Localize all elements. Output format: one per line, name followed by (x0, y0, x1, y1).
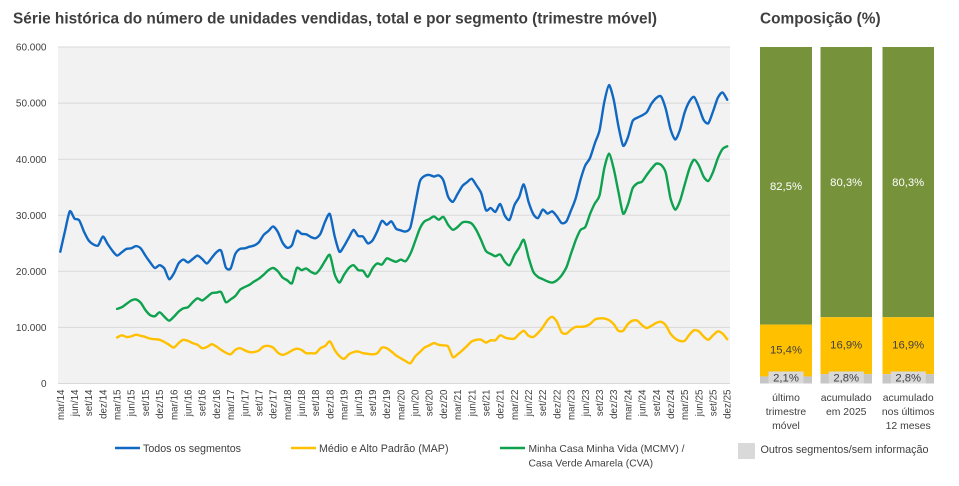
svg-text:60.000: 60.000 (16, 43, 47, 54)
svg-text:set/24: set/24 (652, 389, 663, 416)
svg-text:Todos os segmentos: Todos os segmentos (143, 443, 241, 455)
svg-text:mar/18: mar/18 (283, 389, 294, 420)
svg-text:dez/23: dez/23 (609, 389, 620, 419)
svg-text:mar/17: mar/17 (226, 390, 237, 421)
svg-text:acumulado: acumulado (883, 393, 934, 404)
svg-text:0: 0 (41, 379, 47, 390)
svg-text:dez/14: dez/14 (98, 389, 109, 419)
svg-text:Série histórica do número de u: Série histórica do número de unidades ve… (13, 11, 657, 28)
svg-text:set/23: set/23 (595, 389, 606, 416)
svg-text:jun/19: jun/19 (354, 390, 365, 418)
svg-text:set/21: set/21 (482, 390, 493, 417)
svg-text:jun/14: jun/14 (70, 389, 81, 417)
svg-text:mar/23: mar/23 (567, 389, 578, 420)
svg-text:jun/15: jun/15 (127, 389, 138, 417)
svg-text:15,4%: 15,4% (770, 345, 802, 357)
svg-text:jun/23: jun/23 (581, 389, 592, 417)
svg-text:10.000: 10.000 (16, 323, 47, 334)
svg-text:jun/22: jun/22 (524, 390, 535, 418)
svg-text:set/18: set/18 (311, 389, 322, 416)
svg-text:set/25: set/25 (709, 389, 720, 416)
svg-text:16,9%: 16,9% (892, 340, 924, 352)
svg-text:mar/22: mar/22 (510, 390, 521, 421)
svg-text:acumulado: acumulado (821, 393, 872, 404)
svg-text:mar/20: mar/20 (396, 389, 407, 420)
svg-text:set/14: set/14 (84, 389, 95, 416)
svg-text:2,8%: 2,8% (895, 373, 921, 385)
svg-text:mar/14: mar/14 (56, 389, 67, 420)
svg-text:dez/20: dez/20 (439, 389, 450, 419)
svg-text:20.000: 20.000 (16, 267, 47, 278)
svg-text:Composição (%): Composição (%) (760, 11, 881, 28)
svg-text:trimestre: trimestre (766, 407, 807, 418)
svg-text:Outros segmentos/sem informaçã: Outros segmentos/sem informação (761, 444, 929, 456)
svg-text:82,5%: 82,5% (770, 181, 802, 193)
svg-text:dez/22: dez/22 (552, 390, 563, 419)
svg-text:Casa Verde Amarela (CVA): Casa Verde Amarela (CVA) (529, 459, 654, 470)
svg-text:80,3%: 80,3% (830, 177, 862, 189)
svg-text:jun/25: jun/25 (694, 389, 705, 417)
svg-text:mar/25: mar/25 (680, 389, 691, 420)
svg-text:dez/24: dez/24 (666, 389, 677, 419)
svg-text:dez/16: dez/16 (212, 389, 223, 419)
svg-text:set/20: set/20 (425, 389, 436, 416)
svg-text:mar/21: mar/21 (453, 390, 464, 421)
svg-text:2,8%: 2,8% (833, 373, 859, 385)
svg-text:dez/19: dez/19 (382, 390, 393, 419)
svg-text:dez/21: dez/21 (496, 390, 507, 419)
svg-text:mar/16: mar/16 (169, 389, 180, 420)
svg-text:jun/17: jun/17 (240, 390, 251, 418)
svg-text:dez/17: dez/17 (269, 390, 280, 419)
svg-text:12 meses: 12 meses (886, 421, 931, 432)
svg-text:jun/16: jun/16 (184, 389, 195, 417)
svg-text:set/17: set/17 (255, 390, 266, 417)
svg-text:40.000: 40.000 (16, 155, 47, 166)
svg-text:móvel: móvel (772, 421, 800, 432)
svg-text:jun/20: jun/20 (411, 389, 422, 417)
svg-text:30.000: 30.000 (16, 211, 47, 222)
svg-text:mar/19: mar/19 (340, 390, 351, 421)
svg-text:50.000: 50.000 (16, 99, 47, 110)
svg-text:Médio e Alto Padrão (MAP): Médio e Alto Padrão (MAP) (319, 443, 449, 455)
svg-text:jun/24: jun/24 (638, 389, 649, 417)
svg-text:set/16: set/16 (198, 389, 209, 416)
svg-text:set/22: set/22 (538, 390, 549, 417)
svg-text:Minha Casa Minha Vida (MCMV) /: Minha Casa Minha Vida (MCMV) / (529, 444, 685, 455)
svg-text:mar/15: mar/15 (113, 389, 124, 420)
svg-text:80,3%: 80,3% (892, 177, 924, 189)
svg-text:mar/24: mar/24 (623, 389, 634, 420)
svg-text:jun/18: jun/18 (297, 389, 308, 417)
svg-text:em 2025: em 2025 (826, 407, 867, 418)
svg-text:dez/15: dez/15 (155, 389, 166, 419)
svg-text:nos últimos: nos últimos (882, 407, 935, 418)
svg-text:set/19: set/19 (368, 390, 379, 417)
svg-text:último: último (772, 393, 800, 404)
svg-text:set/15: set/15 (141, 389, 152, 416)
svg-text:2,1%: 2,1% (773, 373, 799, 385)
svg-text:dez/18: dez/18 (325, 389, 336, 419)
svg-text:jun/21: jun/21 (467, 390, 478, 418)
svg-text:16,9%: 16,9% (830, 340, 862, 352)
svg-text:dez/25: dez/25 (723, 389, 734, 419)
